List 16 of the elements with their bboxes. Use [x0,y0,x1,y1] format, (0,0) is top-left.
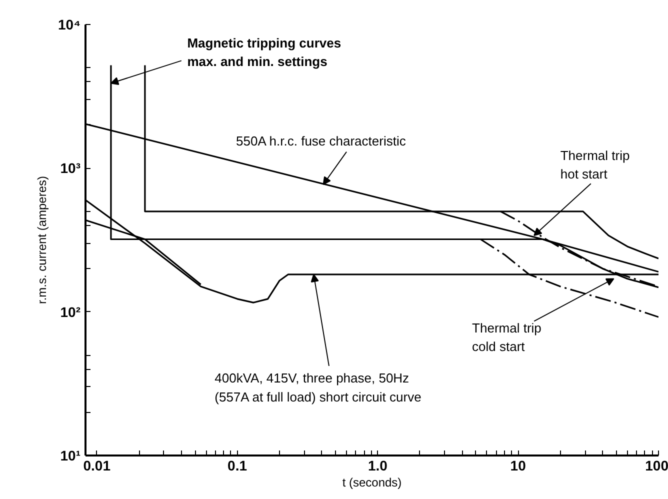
x-tick-label: 0.1 [228,458,248,474]
annotation: Thermal trip cold start [472,320,542,354]
annotation: Thermal trip hot start [560,148,630,182]
x-axis-title: t (seconds) [342,476,402,490]
y-axis-title: r.m.s. current (amperes) [35,176,50,304]
annotation: 550A h.r.c. fuse characteristic [236,134,406,149]
x-tick-label: 10 [510,458,526,474]
annotation: Magnetic tripping curves max. and min. settings [187,35,342,70]
x-tick-label: 100 [645,458,668,474]
y-tick-label: 10³ [60,160,81,176]
y-tick-label: 10² [60,304,81,320]
x-tick-label: 0.01 [83,458,111,474]
annotation: 400kVA, 415V, three phase, 50Hz (557A at full load) short circuit curve [214,370,422,404]
y-tick-label: 10⁴ [58,16,81,32]
x-tick-label: 1.0 [368,458,388,474]
y-tick-label: 10¹ [60,448,81,464]
